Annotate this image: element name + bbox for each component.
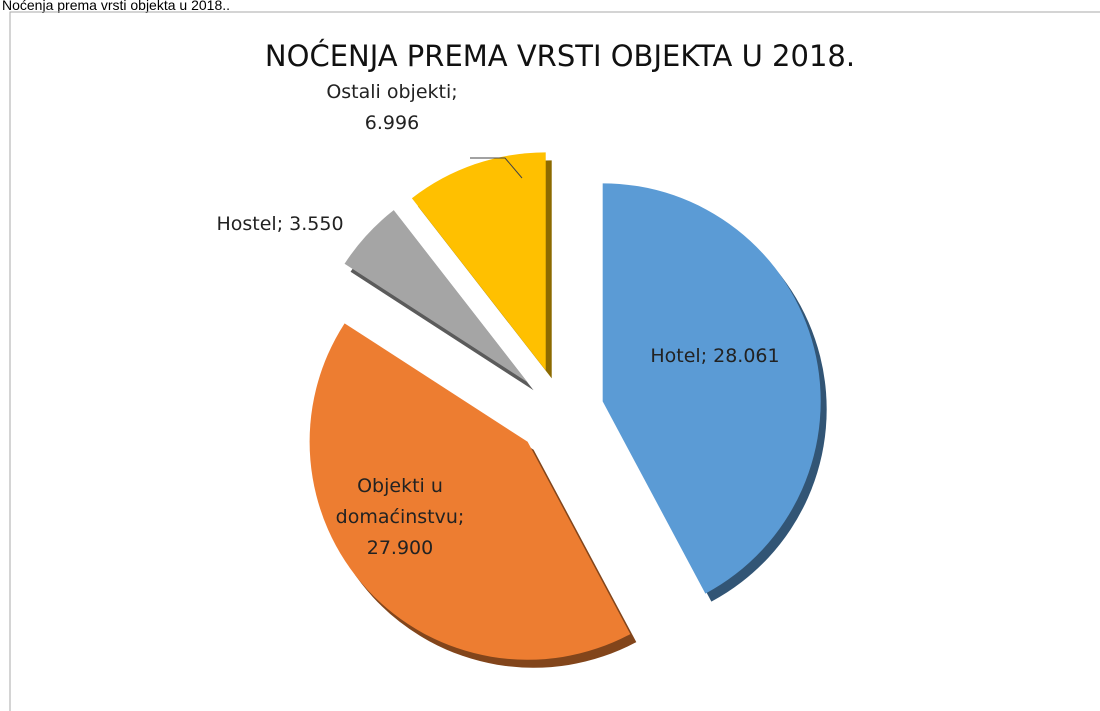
slice [602,183,821,594]
chart-title: NOĆENJA PREMA VRSTI OBJEKTA U 2018. [265,39,855,73]
data-label: Ostali objekti; 6.996 [326,81,457,134]
slice [344,210,528,383]
caption: Noćenja prema vrsti objekta u 2018.. [2,0,230,13]
slice [411,152,546,371]
data-label: Objekti u domaćinstvu; 27.900 [336,475,465,559]
data-label: Hotel; 28.061 [650,345,779,367]
leader-line [470,157,523,179]
slice [309,323,631,660]
data-label: Hostel; 3.550 [216,213,343,235]
chart-frame [9,11,1100,711]
